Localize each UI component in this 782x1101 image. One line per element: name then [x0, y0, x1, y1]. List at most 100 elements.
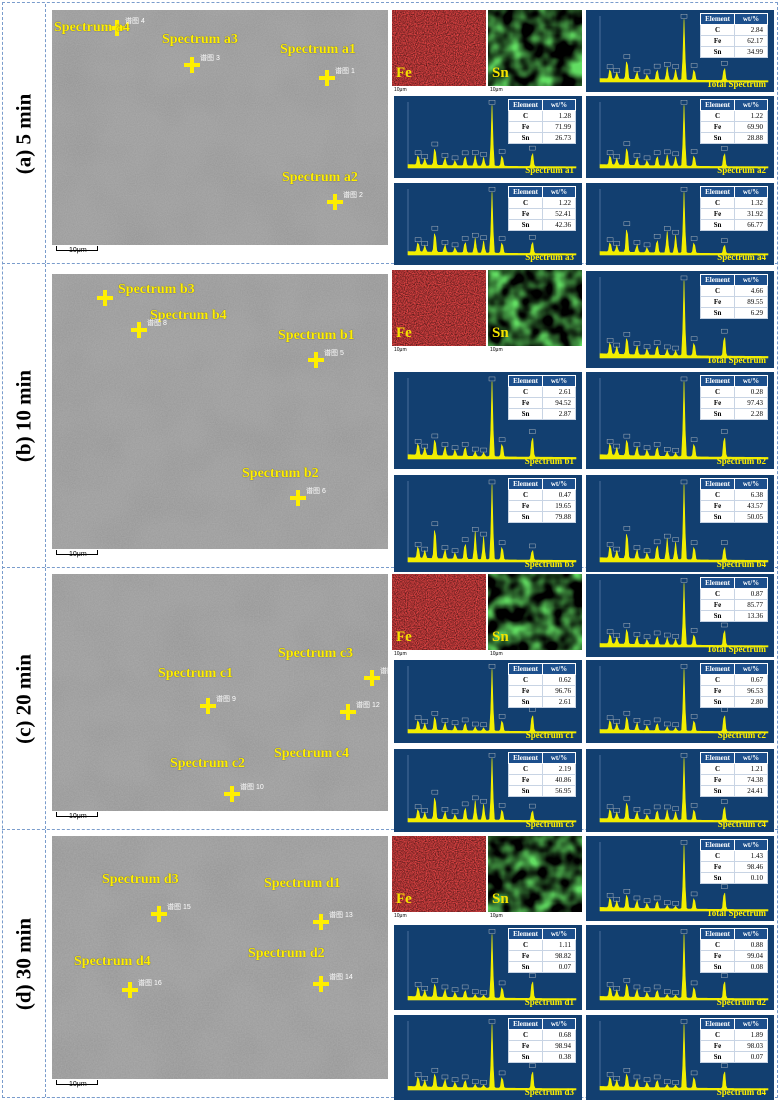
- element-wt: 96.53: [734, 685, 768, 697]
- element-wt: 0.62: [542, 674, 576, 686]
- element-wt: 40.86: [542, 774, 576, 786]
- spectrum-point-id: 谱图 4: [125, 18, 145, 25]
- spectrum-plot: [407, 753, 577, 823]
- panel-row-3: (c) 20 min Spectrum c1 谱图 9 Spectrum c3 谱图 1…: [2, 568, 778, 832]
- element-wt: 1.21: [734, 763, 768, 775]
- element-name: Fe: [700, 861, 735, 873]
- composition-table: Element wt/% C 1.32 Fe 31.92 Sn 66.77: [700, 186, 768, 231]
- element-name: Fe: [508, 397, 543, 409]
- table-header-element: Element: [508, 1018, 543, 1030]
- map-scale-label: 10μm: [394, 347, 407, 353]
- eds-spectrum-total: Element wt/% C 1.43 Fe 98.46 Sn 0.10 Total Spect…: [586, 836, 774, 921]
- element-name: Sn: [508, 785, 543, 797]
- map-element-label: Sn: [492, 891, 509, 907]
- element-wt: 13.36: [734, 610, 768, 622]
- map-scale-label: 10μm: [394, 913, 407, 919]
- spectrum-plot: [407, 99, 577, 169]
- element-name: Fe: [700, 1040, 735, 1052]
- element-name: Sn: [700, 408, 735, 420]
- spectrum-title: Spectrum a1: [525, 165, 574, 175]
- composition-table: Element wt/% C 1.22 Fe 69.90 Sn 28.88: [700, 99, 768, 144]
- composition-table: Element wt/% C 4.66 Fe 89.55 Sn 6.29: [700, 274, 768, 319]
- element-name: Fe: [508, 1040, 543, 1052]
- map-scale-label: 10μm: [394, 87, 407, 93]
- table-header-wt: wt/%: [734, 752, 768, 764]
- table-row: Sn 2.87: [508, 408, 576, 420]
- table-header-wt: wt/%: [542, 375, 576, 387]
- spectrum-point-id: 谱图 13: [329, 912, 353, 919]
- element-wt: 79.88: [542, 511, 576, 523]
- spectrum-marker-icon: [340, 704, 356, 720]
- element-wt: 1.32: [734, 197, 768, 209]
- panel-label: (c) 20 min: [11, 653, 35, 744]
- table-header-element: Element: [508, 928, 543, 940]
- eds-spectrum-3: Element wt/% C 0.47 Fe 19.65 Sn 79.88 Spectrum b…: [394, 475, 582, 572]
- element-name: Fe: [700, 296, 735, 308]
- spectrum-title: Total Spectrum: [706, 355, 766, 365]
- element-name: Fe: [700, 35, 735, 47]
- table-header-element: Element: [508, 752, 543, 764]
- element-wt: 0.68: [542, 1029, 576, 1041]
- composition-table: Element wt/% C 2.84 Fe 62.17 Sn 34.99: [700, 13, 768, 58]
- table-header-element: Element: [700, 577, 735, 589]
- composition-table: Element wt/% C 0.68 Fe 98.94 Sn 0.38: [508, 1018, 576, 1063]
- element-name: Fe: [700, 685, 735, 697]
- table-row: C 1.89: [700, 1029, 768, 1041]
- eds-spectrum-4: Element wt/% C 6.38 Fe 43.57 Sn 50.05 Spectrum b…: [586, 475, 774, 572]
- spectrum-point-label: Spectrum b1: [278, 328, 355, 343]
- spectrum-marker-icon: [313, 976, 329, 992]
- element-wt: 28.88: [734, 132, 768, 144]
- table-row: Sn 2.61: [508, 696, 576, 708]
- composition-table: Element wt/% C 6.38 Fe 43.57 Sn 50.05: [700, 478, 768, 523]
- element-wt: 89.55: [734, 296, 768, 308]
- table-row: C 0.28: [700, 386, 768, 398]
- spectrum-plot: [599, 186, 769, 256]
- spectrum-marker-icon: [109, 20, 125, 36]
- spectrum-point-label: Spectrum a1: [280, 42, 356, 57]
- element-name: Sn: [700, 132, 735, 144]
- spectrum-point-label: Spectrum b2: [242, 466, 319, 481]
- element-wt: 66.77: [734, 219, 768, 231]
- spectrum-point-label: Spectrum c4: [274, 746, 350, 761]
- element-wt: 19.65: [542, 500, 576, 512]
- spectrum-point-label: Spectrum b3: [118, 282, 195, 297]
- spectrum-title: Total Spectrum: [706, 644, 766, 654]
- element-name: Fe: [508, 208, 543, 220]
- spectrum-title: Spectrum a4: [717, 252, 766, 262]
- spectrum-plot: [599, 479, 769, 563]
- element-name: Sn: [700, 1051, 735, 1063]
- eds-spectrum-1: Element wt/% C 0.62 Fe 96.76 Sn 2.61 Spectrum c1: [394, 660, 582, 743]
- table-row: Fe 62.17: [700, 35, 768, 47]
- table-header-wt: wt/%: [734, 928, 768, 940]
- table-row: Sn 0.08: [700, 961, 768, 973]
- map-texture: [488, 10, 582, 86]
- table-row: Fe 98.03: [700, 1040, 768, 1052]
- element-wt: 85.77: [734, 599, 768, 611]
- table-row: Fe 96.53: [700, 685, 768, 697]
- element-name: Sn: [508, 408, 543, 420]
- sn-map: Sn: [488, 574, 582, 650]
- spectrum-point-label: Spectrum d4: [74, 954, 151, 969]
- scale-bar-line: [56, 1080, 98, 1085]
- table-row: Fe 97.43: [700, 397, 768, 409]
- table-row: Sn 0.07: [508, 961, 576, 973]
- table-row: Sn 26.73: [508, 132, 576, 144]
- spectrum-title: Total Spectrum: [706, 908, 766, 918]
- table-row: C 2.61: [508, 386, 576, 398]
- element-name: C: [700, 939, 735, 951]
- table-header-wt: wt/%: [542, 1018, 576, 1030]
- table-header-element: Element: [700, 99, 735, 111]
- scale-bar-line: [56, 550, 98, 555]
- element-name: Sn: [700, 307, 735, 319]
- spectrum-plot: [407, 186, 577, 256]
- spectrum-plot: [407, 929, 577, 1001]
- element-wt: 34.99: [734, 46, 768, 58]
- eds-spectrum-total: Element wt/% C 4.66 Fe 89.55 Sn 6.29 Total Spect…: [586, 271, 774, 368]
- spectrum-point-id: 谱图 8: [147, 320, 167, 327]
- sem-image: Spectrum d3 谱图 15 Spectrum d1 谱图 13 Spectrum…: [52, 836, 388, 1090]
- table-row: Sn 28.88: [700, 132, 768, 144]
- element-name: Fe: [508, 685, 543, 697]
- element-name: C: [508, 197, 543, 209]
- table-header-wt: wt/%: [542, 186, 576, 198]
- panel-row-4: (d) 30 min Spectrum d3 谱图 15 Spectrum d1 谱图 …: [2, 830, 778, 1100]
